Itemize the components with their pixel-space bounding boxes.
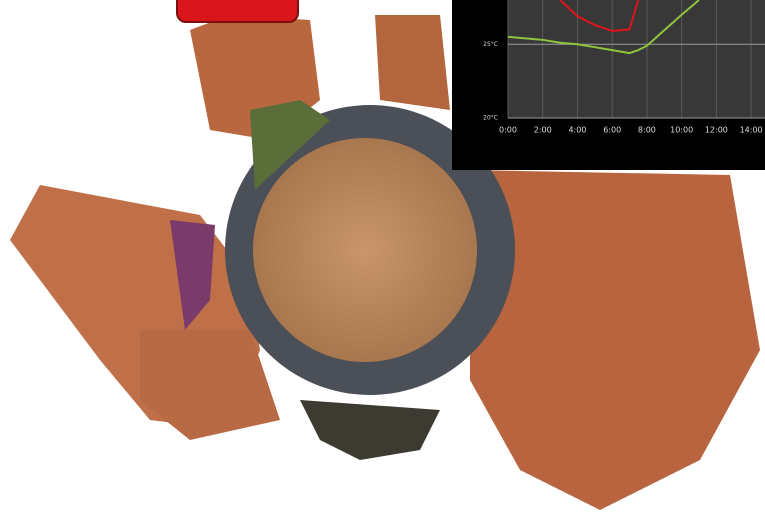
planet-photo [10, 0, 760, 510]
data-line [508, 0, 700, 55]
x-tick-label: 12:00 [705, 126, 728, 135]
x-tick-label: 0:00 [499, 126, 517, 135]
x-tick-label: 2:00 [534, 126, 552, 135]
x-tick-label: 8:00 [638, 126, 656, 135]
plot-area [508, 0, 700, 55]
x-tick-label: 14:00 [740, 126, 763, 135]
y-tick-label: 20°C [483, 115, 498, 122]
data-line [559, 0, 640, 32]
y-tick-label: 25°C [483, 41, 498, 48]
x-tick-label: 4:00 [568, 126, 586, 135]
chart-inset [452, 0, 765, 170]
x-tick-label: 10:00 [670, 126, 693, 135]
x-tick-label: 6:00 [603, 126, 621, 135]
